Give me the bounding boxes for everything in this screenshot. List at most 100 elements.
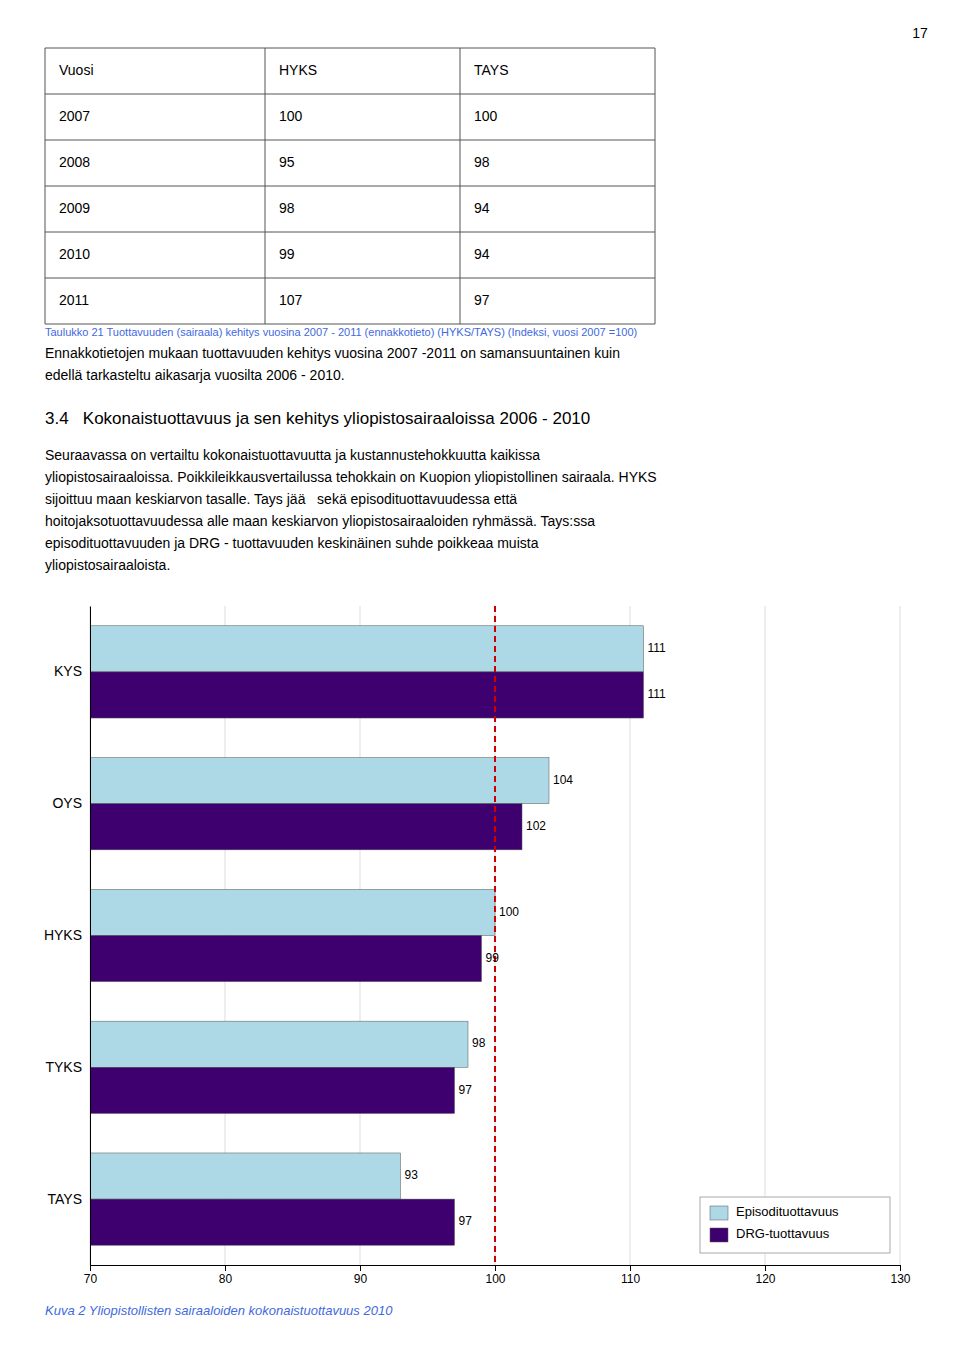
x-tick: 110 — [621, 1265, 640, 1286]
table-header: TAYS — [474, 62, 509, 78]
bar — [90, 804, 522, 850]
table-cell: 2008 — [59, 154, 90, 170]
x-axis: 70 80 90 100 110 120 130 — [84, 1265, 911, 1286]
paragraph-line: hoitojaksotuottavuudessa alle maan keski… — [45, 513, 595, 529]
table-cell: 107 — [279, 292, 303, 308]
x-tick-label: 70 — [84, 1272, 98, 1286]
legend-label: DRG-tuottavuus — [736, 1226, 830, 1241]
legend-frame — [700, 1197, 890, 1253]
table-cell: 2007 — [59, 108, 90, 124]
x-tick: 90 — [354, 1265, 368, 1286]
data-labels: 9398100104111979799102111 — [405, 641, 667, 1228]
table-cell: 95 — [279, 154, 295, 170]
data-label: 102 — [526, 819, 546, 833]
x-tick-label: 80 — [219, 1272, 233, 1286]
y-axis: TAYS TYKS HYKS OYS KYS — [44, 607, 91, 1266]
table-border — [45, 94, 655, 95]
data-label: 97 — [459, 1214, 473, 1228]
bar — [90, 1199, 455, 1245]
bar — [90, 889, 495, 935]
y-tick: HYKS — [44, 927, 90, 943]
bar — [90, 626, 644, 672]
table-cell: 98 — [279, 200, 295, 216]
data-label: 97 — [459, 1083, 473, 1097]
reference-line — [494, 606, 496, 1265]
grid-line — [900, 606, 901, 1265]
x-tick: 70 — [84, 1265, 98, 1286]
x-tick-label: 120 — [755, 1272, 775, 1286]
table-cell: 2010 — [59, 246, 90, 262]
x-tick: 80 — [219, 1265, 233, 1286]
table-cell: 2009 — [59, 200, 90, 216]
y-tick-label: TAYS — [48, 1191, 83, 1207]
y-tick-label: TYKS — [45, 1059, 82, 1075]
legend-item: Episodituottavuus — [710, 1204, 839, 1220]
paragraph-line: yliopistosairaaloissa. Poikkileikkausver… — [45, 469, 657, 485]
table-cell: 100 — [279, 108, 303, 124]
legend-label: Episodituottavuus — [736, 1204, 839, 1219]
legend-swatch — [710, 1228, 728, 1242]
y-tick: TAYS — [48, 1191, 91, 1207]
table-border — [45, 140, 655, 141]
bars — [90, 606, 644, 1265]
chart-caption: Kuva 2 Yliopistollisten sairaaloiden kok… — [45, 1303, 393, 1318]
table-border — [45, 232, 655, 233]
paragraph-line: yliopistosairaaloista. — [45, 557, 170, 573]
x-tick-mark — [765, 1265, 766, 1271]
legend-item: DRG-tuottavuus — [710, 1226, 830, 1242]
data-label: 93 — [405, 1168, 419, 1182]
table-cell: 97 — [474, 292, 490, 308]
x-axis-line — [91, 1266, 901, 1272]
table-cell: 94 — [474, 246, 490, 262]
bar — [90, 672, 644, 718]
x-tick-label: 100 — [485, 1272, 505, 1286]
data-label: 111 — [648, 641, 667, 655]
table-border — [655, 48, 656, 324]
y-tick-label: KYS — [54, 663, 82, 679]
x-tick-mark — [630, 1265, 631, 1271]
y-tick: TYKS — [45, 1059, 90, 1075]
table-header: HYKS — [279, 62, 317, 78]
table-border — [45, 324, 655, 325]
x-tick-mark — [495, 1265, 496, 1271]
paragraph-line: Ennakkotietojen mukaan tuottavuuden kehi… — [45, 345, 620, 361]
page-number: 17 — [912, 25, 928, 41]
y-tick-label: HYKS — [44, 927, 82, 943]
paragraph-line: Seuraavassa on vertailtu kokonaistuottav… — [45, 447, 540, 463]
x-tick: 120 — [755, 1265, 775, 1286]
table-border — [460, 48, 461, 324]
page: 17VuosiHYKSTAYS2007100100200895982009989… — [0, 0, 960, 1372]
table-border — [265, 48, 266, 324]
table-cell: 98 — [474, 154, 490, 170]
x-tick-mark — [90, 1265, 91, 1271]
x-tick: 130 — [890, 1265, 910, 1286]
bar — [90, 1021, 468, 1067]
table-border — [45, 48, 46, 324]
table-cell: 99 — [279, 246, 295, 262]
table-border — [45, 186, 655, 187]
table-caption: Taulukko 21 Tuottavuuden (sairaala) kehi… — [45, 326, 637, 338]
y-tick: OYS — [52, 795, 90, 811]
bar — [90, 1067, 455, 1113]
y-tick: KYS — [54, 663, 90, 679]
paragraph-line: sijoittuu maan keskiarvon tasalle. Tays … — [45, 491, 517, 507]
x-tick: 100 — [485, 1265, 505, 1286]
bar — [90, 936, 482, 982]
bar — [90, 758, 549, 804]
chart: 9398100104111979799102111708090100110120… — [0, 606, 911, 1286]
data-label: 98 — [472, 1036, 486, 1050]
table-cell: 94 — [474, 200, 490, 216]
y-tick-label: OYS — [52, 795, 82, 811]
x-tick-label: 110 — [621, 1272, 640, 1286]
data-label: 104 — [553, 773, 573, 787]
table-cell: 100 — [474, 108, 498, 124]
x-tick-mark — [225, 1265, 226, 1271]
table-border — [45, 48, 655, 49]
grid-line — [765, 606, 766, 1265]
x-tick-mark — [360, 1265, 361, 1271]
table: VuosiHYKSTAYS200710010020089598200998942… — [45, 48, 655, 324]
paragraph-line: episodituottavuuden ja DRG - tuottavuude… — [45, 535, 539, 551]
bar — [90, 1153, 401, 1199]
x-tick-label: 90 — [354, 1272, 368, 1286]
legend-swatch — [710, 1206, 728, 1220]
